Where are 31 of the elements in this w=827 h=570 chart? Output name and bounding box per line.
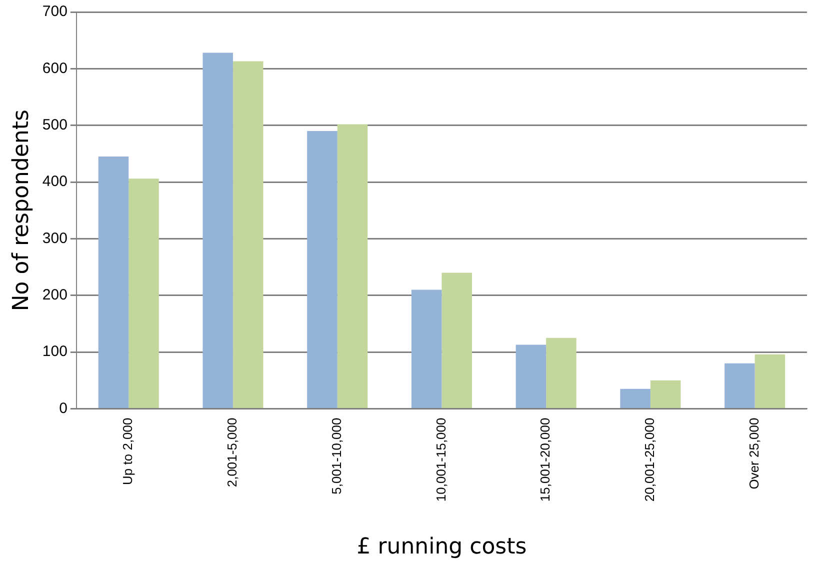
y-axis-title: No of respondents [8,110,34,312]
x-tick-label: 15,001-20,000 [538,418,553,502]
bar [650,380,681,408]
bar [442,272,472,408]
y-tick-label: 300 [42,230,68,247]
y-tick-label: 400 [42,173,68,190]
bar [128,178,159,408]
y-tick-label: 200 [42,286,68,304]
x-tick-label: Over 25,000 [746,418,762,490]
y-tick-label: 100 [42,343,68,360]
bar [232,61,264,408]
bar [724,363,755,408]
y-tick-label: 600 [42,60,68,77]
x-tick-label: 10,001-15,000 [433,418,448,502]
bar [98,156,129,408]
bar [202,52,233,408]
x-tick-label: 5,001-10,000 [328,418,344,494]
bar [516,344,546,408]
bar [337,124,368,408]
bar [411,290,442,408]
bar [307,131,338,408]
bar [546,338,576,408]
bar [620,388,650,408]
x-tick-label: 20,001-25,000 [642,418,658,502]
x-axis-title: £ running costs [356,534,527,560]
x-tick-label: 2,001-5,000 [224,418,240,488]
y-tick-label: 700 [42,3,68,20]
y-tick-label: 0 [59,400,68,417]
bar [754,354,786,408]
x-tick-label: Up to 2,000 [120,418,136,485]
y-tick-label: 500 [42,116,68,134]
